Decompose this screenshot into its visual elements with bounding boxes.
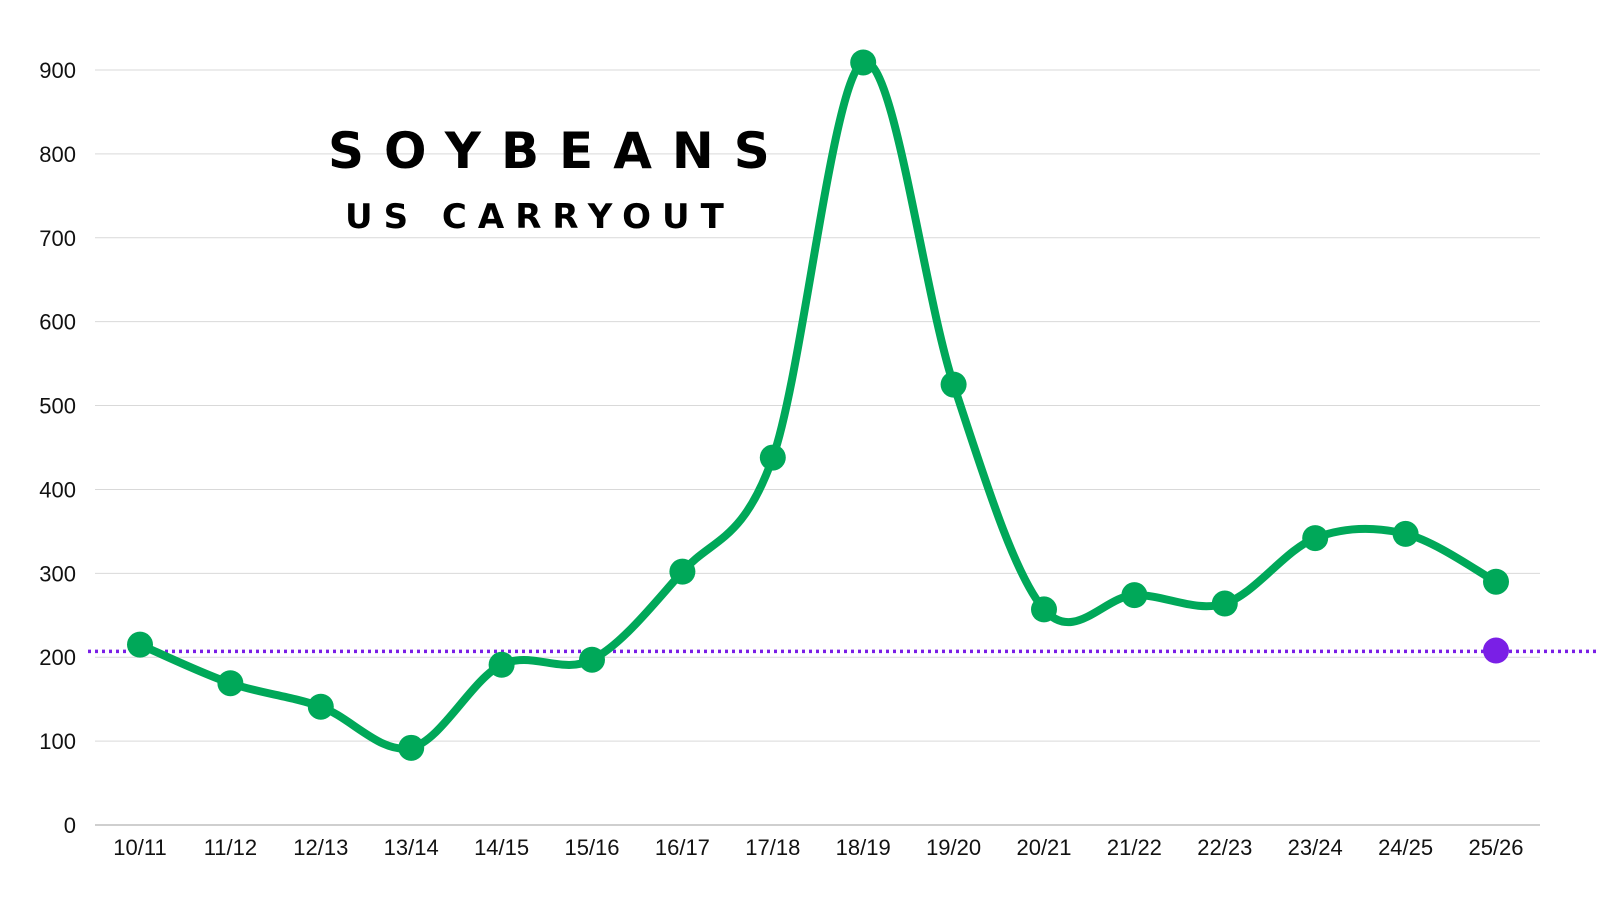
data-point — [759, 444, 786, 471]
x-tick-label: 22/23 — [1197, 835, 1252, 860]
y-tick-label: 500 — [39, 394, 76, 419]
chart-title: SOYBEANS — [328, 122, 790, 180]
data-point — [1392, 520, 1419, 547]
highlight-point — [1483, 637, 1509, 664]
x-tick-label: 17/18 — [745, 835, 800, 860]
y-tick-label: 800 — [39, 142, 76, 167]
x-tick-label: 23/24 — [1288, 835, 1343, 860]
data-point — [307, 693, 334, 720]
x-tick-label: 16/17 — [655, 835, 710, 860]
data-point — [1121, 582, 1148, 609]
data-point — [1483, 568, 1509, 595]
axis-layer: 0 100 200 300 400 500 600 700 800 900 10/11 11/12 12… — [39, 58, 1540, 860]
y-tick-label: 900 — [39, 58, 76, 83]
x-tick-label: 13/14 — [384, 835, 439, 860]
data-point — [1302, 525, 1329, 552]
data-point — [669, 558, 696, 585]
x-tick-label: 24/25 — [1378, 835, 1433, 860]
y-tick-label: 200 — [39, 645, 76, 670]
x-tick-label: 11/12 — [204, 835, 257, 860]
y-tick-label: 100 — [39, 729, 76, 754]
y-tick-label: 600 — [39, 310, 76, 335]
grid-layer — [95, 69, 1540, 742]
data-point — [1031, 596, 1057, 623]
y-tick-label: 300 — [39, 561, 76, 586]
y-tick-label: 0 — [64, 813, 76, 838]
x-tick-label: 12/13 — [293, 835, 348, 860]
y-tick-label: 700 — [39, 226, 76, 251]
data-point — [398, 734, 425, 761]
x-tick-label: 21/22 — [1107, 835, 1162, 860]
x-tick-label: 19/20 — [926, 835, 981, 860]
data-point — [940, 371, 967, 398]
data-point — [488, 651, 515, 678]
series-layer — [127, 49, 1509, 761]
chart-subtitle: US CARRYOUT — [345, 197, 735, 237]
data-point — [579, 646, 605, 673]
x-tick-label: 20/21 — [1016, 835, 1071, 860]
data-point — [217, 670, 244, 697]
title-block: SOYBEANS US CARRYOUT — [328, 122, 790, 237]
x-tick-label: 18/19 — [836, 835, 891, 860]
y-tick-label: 400 — [39, 477, 76, 502]
data-point — [127, 631, 153, 658]
x-tick-label: 15/16 — [564, 835, 619, 860]
x-tick-label: 10/11 — [113, 835, 166, 860]
data-point — [1211, 590, 1238, 617]
data-point — [850, 49, 877, 76]
x-tick-label: 25/26 — [1468, 835, 1523, 860]
x-tick-label: 14/15 — [474, 835, 529, 860]
